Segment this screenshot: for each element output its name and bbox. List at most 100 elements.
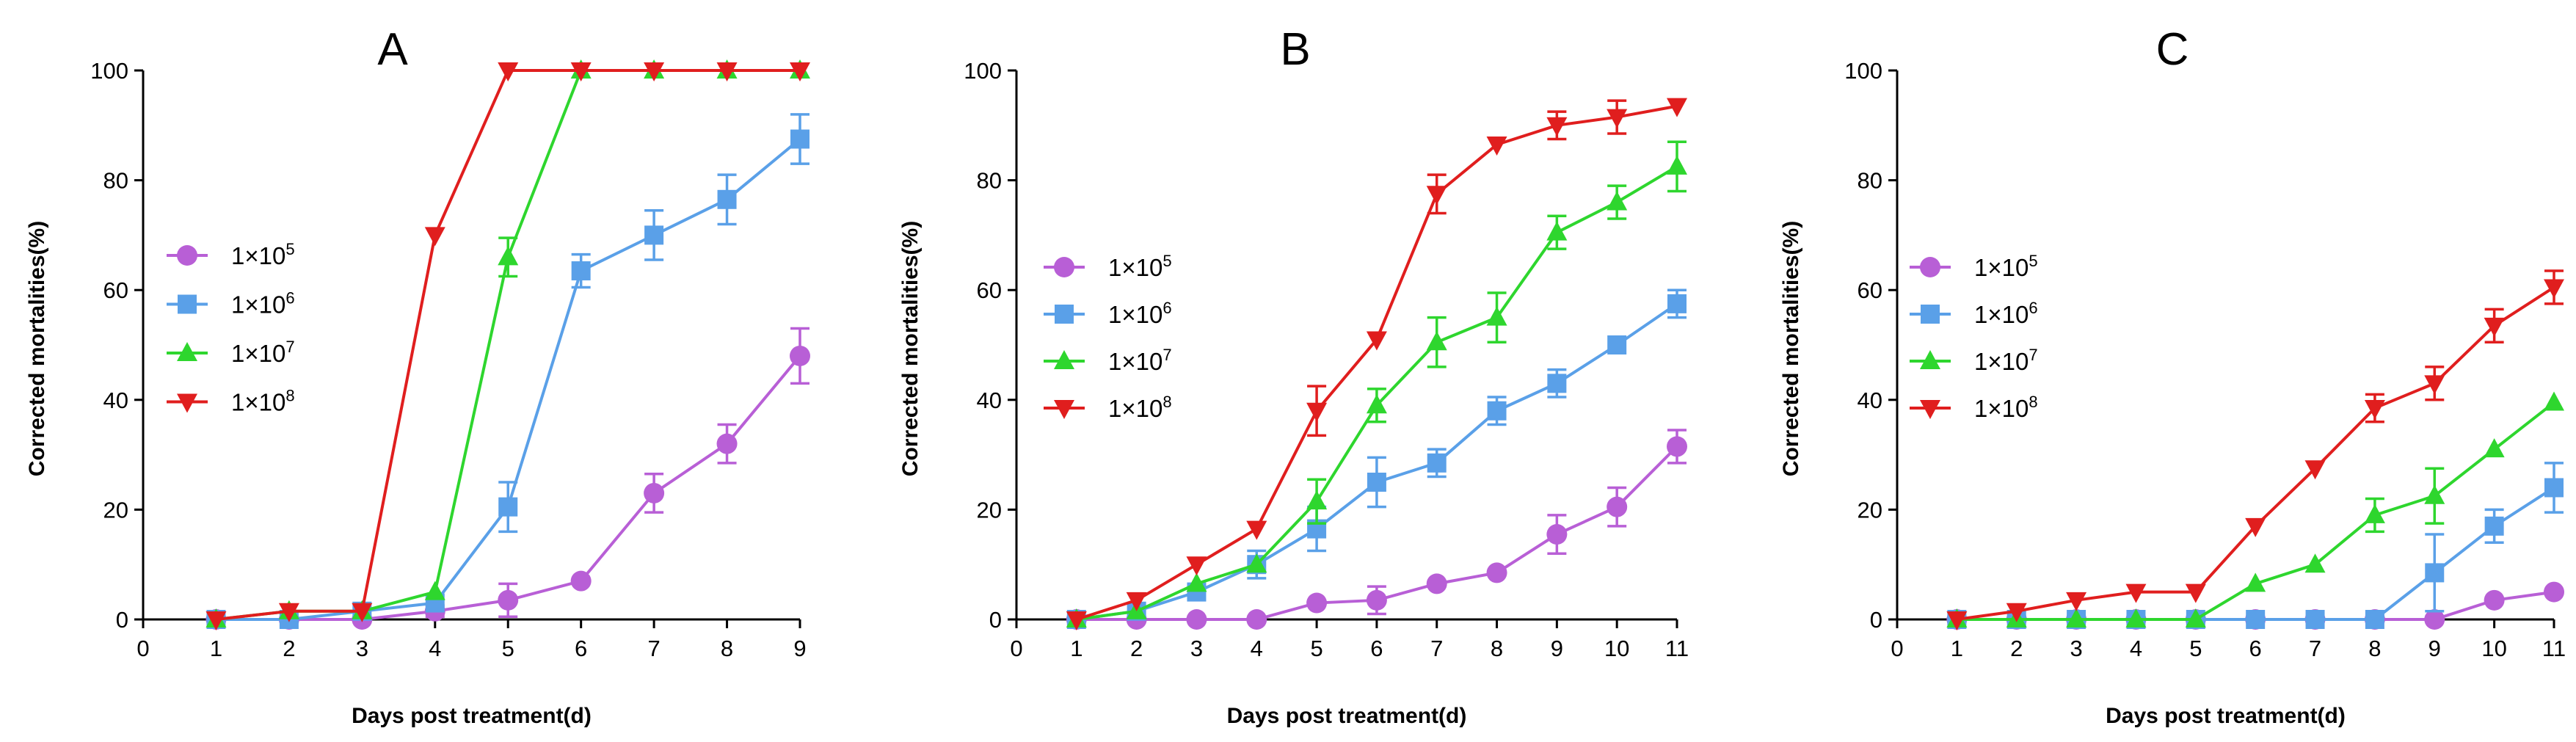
- legend-exponent: 6: [285, 289, 294, 308]
- legend-exponent: 5: [2029, 252, 2037, 270]
- y-axis-title: Corrected mortalities(%): [898, 221, 923, 476]
- data-point: [2544, 581, 2564, 603]
- x-tick-label: 0: [137, 636, 149, 661]
- data-point: [2424, 375, 2445, 395]
- data-point: [2245, 517, 2266, 537]
- data-point: [1186, 609, 1207, 630]
- x-tick-label: 4: [2130, 636, 2142, 661]
- data-point: [790, 129, 809, 149]
- data-point: [717, 189, 737, 209]
- y-tick-label: 60: [103, 277, 128, 303]
- series-line: [216, 137, 801, 621]
- x-tick-label: 6: [2249, 636, 2262, 661]
- legend-item-1x10-5: 1×105: [1044, 252, 1172, 281]
- data-point: [1066, 611, 1087, 630]
- legend-label: 1×107: [231, 338, 295, 367]
- y-tick-label: 0: [1870, 607, 1882, 633]
- x-tick-label: 6: [1370, 636, 1383, 661]
- data-point: [2304, 460, 2326, 480]
- legend-label: 1×106: [1108, 299, 1172, 328]
- legend-exponent: 7: [2029, 346, 2037, 364]
- series-1x10-6: [1947, 462, 2564, 629]
- x-tick-label: 7: [2309, 636, 2321, 661]
- x-tick-label: 5: [1310, 636, 1322, 661]
- data-point: [2066, 592, 2087, 611]
- x-tick-label: 0: [1010, 636, 1022, 661]
- data-point: [2246, 610, 2266, 629]
- data-point: [498, 589, 519, 611]
- legend-item-1x10-5: 1×105: [167, 240, 295, 269]
- y-tick-label: 0: [989, 607, 1002, 633]
- legend-exponent: 6: [1163, 299, 1171, 317]
- legend-exponent: 7: [1163, 346, 1171, 364]
- x-tick-label: 7: [647, 636, 660, 661]
- data-point: [1607, 335, 1627, 354]
- x-axis-title: Days post treatment(d): [2106, 704, 2346, 728]
- data-point: [2245, 572, 2266, 592]
- panel-c: C 0 20 40 60 80 100 0 1 2 3 4 5 6 7 8 9 10 11 Days post tre…: [1779, 24, 2566, 728]
- x-tick-label: 5: [2189, 636, 2202, 661]
- x-tick-label: 4: [429, 636, 441, 661]
- data-point: [1427, 453, 1447, 473]
- legend-label: 1×105: [231, 240, 295, 269]
- legend-exponent: 8: [2029, 393, 2037, 411]
- data-point: [2006, 603, 2027, 622]
- x-tick-label: 5: [502, 636, 514, 661]
- legend-item-1x10-6: 1×106: [167, 289, 295, 319]
- data-point: [1246, 553, 1267, 573]
- panel-label: B: [1280, 24, 1310, 75]
- data-point: [424, 227, 445, 247]
- x-tick-label: 2: [1130, 636, 1143, 661]
- panel-a: A 0 20 40 60 80 100 0 1 2 3 4 5 6 7 8 9 Days post treatme…: [25, 24, 810, 728]
- data-point: [1186, 556, 1207, 576]
- data-point: [1486, 306, 1507, 326]
- data-point: [644, 225, 664, 245]
- data-point: [2484, 438, 2505, 458]
- panel-b: B 0 20 40 60 80 100 0 1 2 3 4 5 6 7 8 9 10 11 Days post tre…: [898, 24, 1689, 728]
- data-point: [1486, 562, 1507, 583]
- x-tick-label: 9: [793, 636, 806, 661]
- data-point: [1607, 191, 1628, 211]
- data-point: [1426, 331, 1447, 351]
- y-axis-title: Corrected mortalities(%): [25, 221, 49, 476]
- data-point: [1667, 436, 1687, 457]
- x-tick-label: 9: [1551, 636, 1563, 661]
- data-point: [1246, 609, 1267, 630]
- data-point: [571, 261, 591, 281]
- series-1x10-7: [1066, 140, 1687, 628]
- data-point: [790, 345, 810, 366]
- panel-label: C: [2156, 24, 2189, 75]
- data-point: [1306, 402, 1328, 422]
- series-line: [1957, 486, 2555, 621]
- y-tick-label: 20: [1858, 497, 1882, 523]
- data-point: [2484, 317, 2505, 337]
- data-point: [2424, 609, 2445, 630]
- data-point: [2544, 279, 2564, 299]
- y-tick-label: 20: [977, 497, 1002, 523]
- series-1x10-8: [205, 62, 810, 630]
- legend-label: 1×108: [231, 387, 295, 416]
- series-line: [216, 69, 800, 621]
- series-1x10-6: [206, 113, 809, 629]
- data-point: [1547, 374, 1567, 393]
- y-tick-label: 100: [964, 58, 1002, 84]
- data-point: [1667, 98, 1687, 117]
- y-tick-label: 40: [977, 388, 1002, 413]
- data-point: [1426, 573, 1447, 594]
- y-tick-label: 100: [90, 58, 128, 84]
- legend-item-1x10-8: 1×108: [167, 387, 295, 416]
- y-tick-label: 0: [116, 607, 128, 633]
- legend-marker: [177, 342, 197, 361]
- legend-label: 1×108: [1108, 393, 1172, 422]
- legend-marker: [1920, 400, 1940, 419]
- legend-exponent: 8: [285, 387, 294, 405]
- legend-marker: [1921, 305, 1940, 324]
- legend-item-1x10-7: 1×107: [1044, 346, 1172, 375]
- data-point: [2304, 553, 2326, 573]
- x-tick-label: 10: [1604, 636, 1629, 661]
- data-point: [570, 62, 592, 81]
- data-point: [1366, 394, 1387, 414]
- data-point: [2125, 608, 2147, 628]
- data-point: [2484, 589, 2505, 611]
